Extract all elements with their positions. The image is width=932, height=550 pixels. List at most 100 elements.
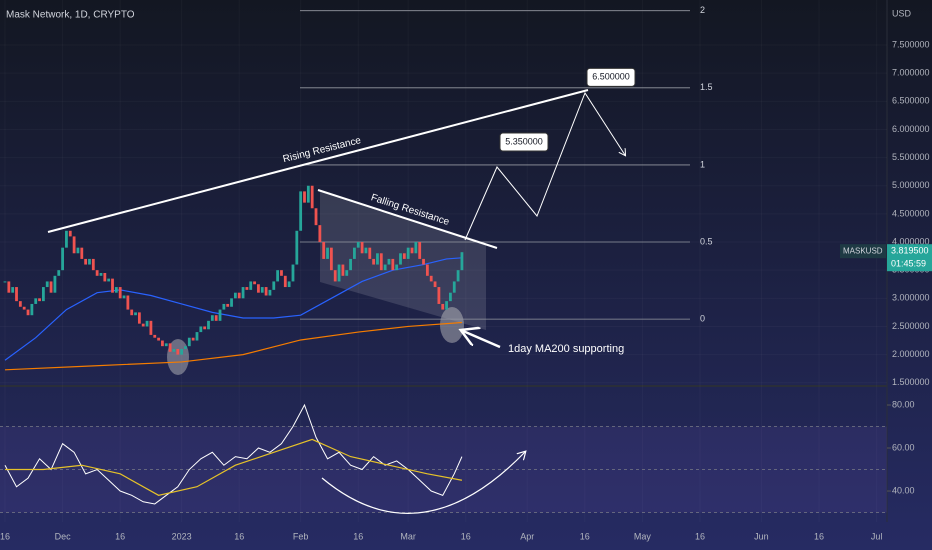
candle [295, 230, 299, 265]
candle [257, 284, 260, 293]
candle [122, 295, 126, 299]
candle [53, 275, 57, 293]
candle [49, 281, 53, 293]
candle [314, 208, 318, 226]
candle [310, 185, 314, 209]
candle [322, 242, 326, 259]
fib-label: 2 [700, 5, 705, 15]
candle [141, 323, 145, 327]
candle [326, 247, 329, 259]
candle [372, 258, 376, 265]
y-tick-label: 5.500000 [892, 152, 930, 162]
candle [41, 287, 45, 302]
candle [349, 258, 352, 271]
annotation: 1day MA200 supporting [508, 343, 624, 355]
candle [425, 264, 429, 276]
candle [410, 247, 414, 254]
candle [306, 185, 310, 203]
candle [91, 258, 95, 271]
candle [245, 287, 249, 290]
candle [376, 253, 379, 265]
candle [218, 309, 222, 321]
candle [61, 247, 64, 271]
x-tick-label: 16 [353, 531, 363, 541]
target-label: 5.350000 [505, 136, 543, 146]
price-box [887, 244, 932, 272]
candle [230, 298, 233, 307]
candle [237, 292, 241, 299]
candle [353, 247, 356, 259]
candle [356, 242, 360, 248]
x-tick-label: Jun [754, 531, 769, 541]
candle [103, 272, 107, 282]
candle [153, 334, 157, 338]
candle [226, 303, 230, 307]
price-label: 3.819500 [891, 246, 929, 256]
candle [145, 320, 149, 327]
candle [26, 309, 30, 316]
countdown: 01:45:59 [891, 259, 926, 269]
target-label: 6.500000 [592, 72, 630, 82]
x-tick-label: 16 [695, 531, 705, 541]
candle [379, 253, 383, 271]
x-tick-label: 16 [814, 531, 824, 541]
candle [11, 287, 15, 293]
fib-label: 1.5 [700, 82, 713, 92]
candle [161, 340, 164, 347]
x-tick-label: 16 [234, 531, 244, 541]
candle [22, 306, 26, 310]
candle [233, 292, 237, 299]
candle [368, 247, 372, 259]
candle [241, 287, 245, 299]
candle [318, 225, 322, 243]
symbol-label: MASKUSD [843, 246, 883, 255]
candle [176, 348, 180, 355]
x-tick-label: Feb [293, 531, 309, 541]
x-tick-label: 16 [580, 531, 590, 541]
candle [429, 275, 433, 282]
target-box [499, 132, 549, 152]
candle [280, 270, 283, 276]
candle [341, 264, 345, 276]
candle [118, 287, 122, 299]
currency: USD [892, 8, 912, 18]
y-tick-label: 80.00 [892, 399, 915, 409]
candle [111, 278, 114, 293]
candle [180, 348, 184, 355]
fib-label: 0.5 [700, 236, 713, 246]
candle [283, 275, 287, 288]
rsi-line [4, 403, 463, 505]
y-tick-label: 4.500000 [892, 208, 930, 218]
candle [414, 242, 418, 254]
candle [406, 247, 410, 259]
candle [360, 242, 364, 254]
candle [126, 295, 130, 310]
candle [249, 281, 253, 290]
highlight [440, 307, 464, 343]
y-tick-label: 2.500000 [892, 321, 930, 331]
candle [130, 309, 134, 316]
candle [207, 320, 210, 330]
x-tick-label: Jul [871, 531, 883, 541]
candle [76, 247, 80, 254]
candle [30, 303, 34, 316]
candle [222, 303, 226, 310]
candle [253, 281, 256, 285]
candle [164, 343, 168, 347]
x-tick-label: 16 [0, 531, 10, 541]
y-tick-label: 4.000000 [892, 236, 930, 246]
projection [464, 91, 625, 241]
y-tick-label: 1.500000 [892, 377, 930, 387]
candle [260, 287, 264, 293]
moving-average [4, 321, 462, 371]
x-tick-label: 2023 [172, 531, 192, 541]
y-tick-label: 60.00 [892, 442, 915, 452]
y-tick-label: 6.500000 [892, 96, 930, 106]
x-tick-label: 16 [461, 531, 471, 541]
candle [187, 337, 191, 347]
candle [299, 191, 303, 231]
candle [65, 230, 68, 248]
candle [456, 270, 460, 282]
